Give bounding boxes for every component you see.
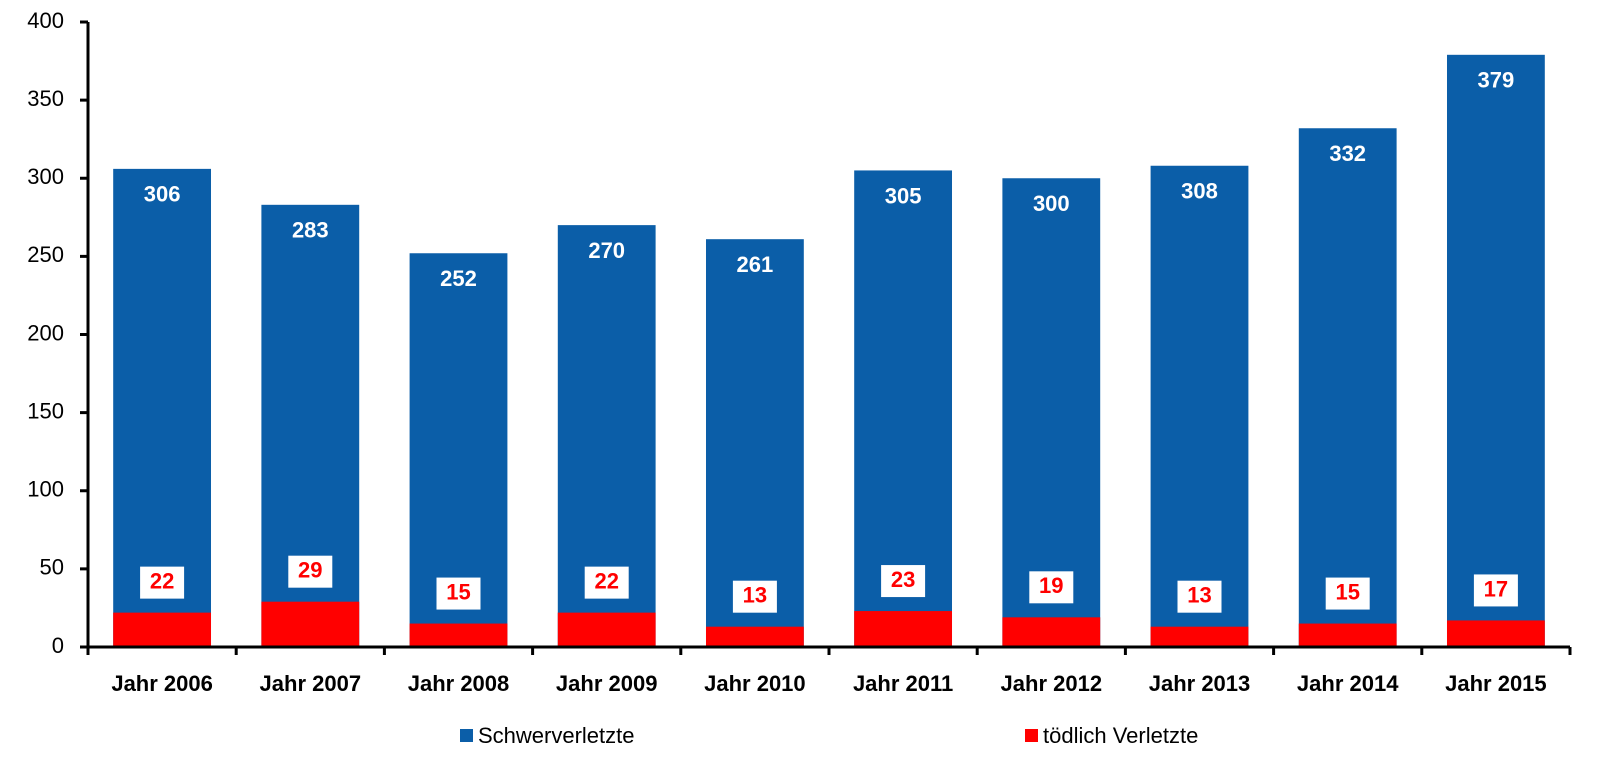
- bar: [1002, 617, 1101, 647]
- value-label: 19: [1039, 573, 1063, 598]
- value-label: 15: [446, 579, 470, 604]
- x-tick-label: Jahr 2015: [1445, 671, 1547, 696]
- y-tick-label: 50: [40, 555, 64, 580]
- value-label-box: [881, 565, 926, 598]
- y-tick-label: 150: [27, 398, 64, 423]
- x-tick-label: Jahr 2009: [556, 671, 658, 696]
- bar: [557, 612, 656, 647]
- value-label: 308: [1181, 179, 1218, 204]
- value-label-box: [1325, 577, 1370, 610]
- x-tick-label: Jahr 2011: [853, 671, 953, 696]
- value-label: 15: [1335, 579, 1359, 604]
- bar: [1298, 623, 1397, 647]
- bar: [261, 601, 360, 647]
- bar: [854, 611, 953, 647]
- value-label-box: [140, 566, 185, 599]
- value-label-box: [584, 566, 629, 599]
- value-label: 13: [1187, 583, 1211, 608]
- value-label: 22: [594, 568, 618, 593]
- bar: [705, 626, 804, 647]
- value-label: 306: [144, 182, 181, 207]
- y-tick-label: 350: [27, 86, 64, 111]
- bar: [409, 623, 508, 647]
- value-label: 261: [737, 252, 774, 277]
- x-tick-label: Jahr 2010: [704, 671, 806, 696]
- x-tick-label: Jahr 2014: [1297, 671, 1399, 696]
- value-label: 23: [891, 567, 915, 592]
- value-label: 270: [588, 238, 625, 263]
- value-label-box: [732, 580, 777, 613]
- value-label: 300: [1033, 191, 1070, 216]
- legend-swatch: [460, 729, 473, 742]
- y-tick-label: 0: [52, 633, 64, 658]
- value-label: 332: [1329, 141, 1366, 166]
- value-label: 283: [292, 218, 329, 243]
- y-tick-label: 400: [27, 8, 64, 33]
- x-tick-label: Jahr 2006: [111, 671, 213, 696]
- legend-label: Schwerverletzte: [478, 723, 635, 748]
- bar: [1446, 54, 1545, 647]
- bar: [113, 612, 212, 647]
- y-tick-label: 200: [27, 320, 64, 345]
- value-label: 379: [1478, 68, 1515, 93]
- legend-label: tödlich Verletzte: [1043, 723, 1198, 748]
- bar: [705, 239, 804, 647]
- legend-swatch: [1025, 729, 1038, 742]
- value-label-box: [1029, 571, 1074, 604]
- x-tick-label: Jahr 2008: [408, 671, 510, 696]
- value-label-box: [288, 555, 333, 588]
- bar: [1446, 620, 1545, 647]
- bar: [1150, 165, 1249, 647]
- value-label: 29: [298, 558, 322, 583]
- x-tick-label: Jahr 2013: [1149, 671, 1251, 696]
- value-label: 305: [885, 183, 922, 208]
- y-tick-label: 100: [27, 477, 64, 502]
- bar: [1150, 626, 1249, 647]
- x-tick-label: Jahr 2012: [1001, 671, 1103, 696]
- value-label: 22: [150, 568, 174, 593]
- value-label-box: [436, 577, 481, 610]
- x-tick-label: Jahr 2007: [260, 671, 362, 696]
- y-tick-label: 300: [27, 164, 64, 189]
- bar: [1002, 178, 1101, 647]
- value-label-box: [1177, 580, 1222, 613]
- value-label: 17: [1484, 576, 1508, 601]
- value-label: 252: [440, 266, 477, 291]
- y-tick-label: 250: [27, 242, 64, 267]
- bar: [1298, 128, 1397, 647]
- value-label-box: [1473, 574, 1518, 607]
- value-label: 13: [743, 583, 767, 608]
